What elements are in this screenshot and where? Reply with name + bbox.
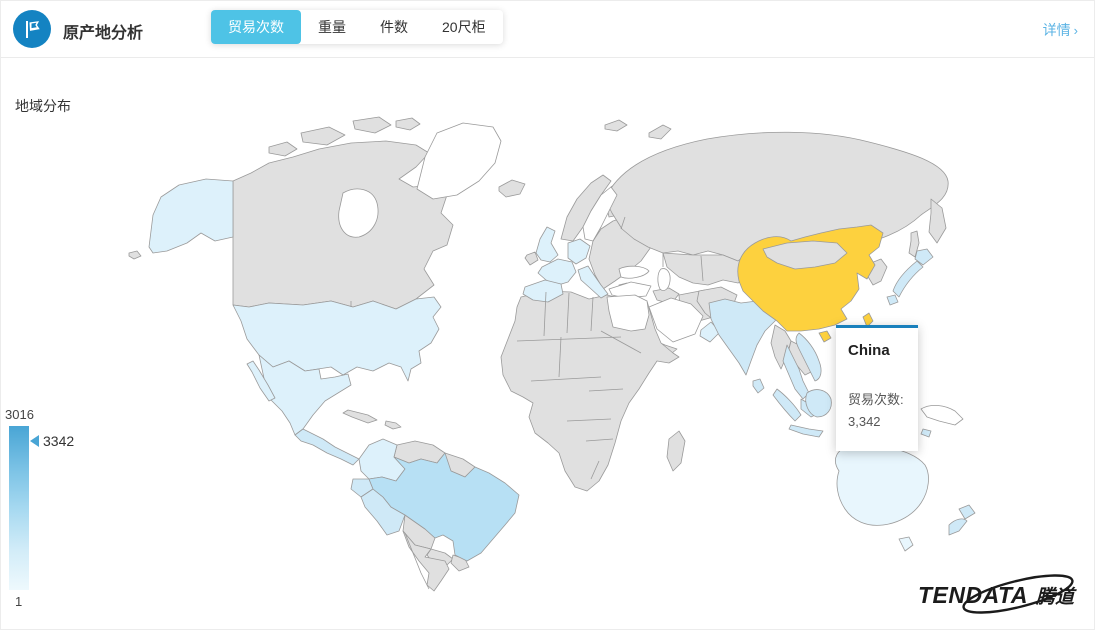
map-country-argentina [402,530,450,592]
world-map[interactable] [1,109,1095,630]
map-country-mongolia[interactable] [762,240,848,270]
map-sea-black [618,265,650,279]
map-island-taiwan [862,312,874,328]
map-country-new-zealand-south [948,518,968,536]
map-island-east-indonesia [920,428,932,438]
tooltip-value: 3,342 [848,414,881,430]
map-country-france [537,258,577,287]
map-country-italy [577,265,609,299]
map-country-sweden [582,186,618,242]
flag-icon [26,19,42,38]
map-country-alaska [148,178,234,254]
map-sea-caspian [657,268,671,291]
map-island-hainan [818,330,832,343]
map-country-new-zealand-north [958,504,976,520]
triangle-left-icon [30,435,39,447]
map-region-baja [246,360,276,402]
map-country-sri-lanka [752,378,765,394]
map-country-greenland [416,122,502,200]
legend-max-label: 3016 [5,407,34,422]
map-island-borneo [805,389,832,418]
map-country-saudi-arabia [648,297,704,343]
map-region-central-america [294,428,360,466]
map-country-mexico [258,354,352,436]
map-island-java [788,424,824,438]
map-country-uk [535,226,559,263]
map-country-new-guinea [920,405,964,426]
header: 原产地分析 贸易次数 重量 件数 20尺柜 详情 › [1,1,1094,58]
map-country-japan-hokkaido [914,248,934,266]
legend-min-label: 1 [15,594,23,609]
map-country-japan-kyushu [886,294,899,306]
legend-marker-value: 3342 [43,433,75,449]
page-title: 原产地分析 [63,25,144,42]
map-landmass-white[interactable] [338,122,964,426]
map-country-brazil [368,452,520,562]
tab-piece-count[interactable]: 件数 [380,19,408,35]
chevron-right-icon: › [1073,23,1078,38]
map-country-turkey [608,281,652,299]
country-borders [350,216,704,590]
tendata-watermark: TENDATA 腾道 [918,574,1080,623]
brand-text-cn: 腾道 [1035,586,1077,608]
details-link[interactable]: 详情 › [1043,20,1078,40]
map-country-japan-honshu [892,260,924,298]
map-country-india [708,298,782,376]
section-title: 地域分布 [15,98,71,114]
map-lake-hudson-bay [338,188,379,238]
map-country-vietnam [795,332,822,382]
metric-tabs: 贸易次数 重量 件数 20尺柜 [211,10,503,44]
brand-text: TENDATA [918,582,1028,608]
map-country-spain [522,279,564,303]
legend-hover-marker: 3342 [30,433,74,449]
map-island-sumatra [772,388,802,422]
visual-map-legend[interactable]: 3016 1 3342 [5,407,85,609]
map-island-tasmania [898,536,914,552]
map-landmass-blue[interactable] [148,178,976,562]
map-country-germany [567,238,591,265]
tendata-logo: TENDATA 腾道 [918,574,1077,614]
tab-20ft-container[interactable]: 20尺柜 [442,19,486,35]
legend-gradient-bar[interactable] [9,426,29,590]
map-landmass-gray[interactable] [128,116,949,592]
details-label: 详情 [1042,22,1071,38]
tab-trade-count[interactable]: 贸易次数 [211,10,301,44]
map-country-australia [835,442,929,526]
tooltip-country: China [848,342,890,359]
tab-weight[interactable]: 重量 [318,19,346,35]
map-country-egypt [606,294,650,332]
map-tooltip: China 贸易次数: 3,342 [836,325,918,451]
tooltip-metric-label: 贸易次数: [848,392,904,407]
flag-logo [13,10,51,48]
